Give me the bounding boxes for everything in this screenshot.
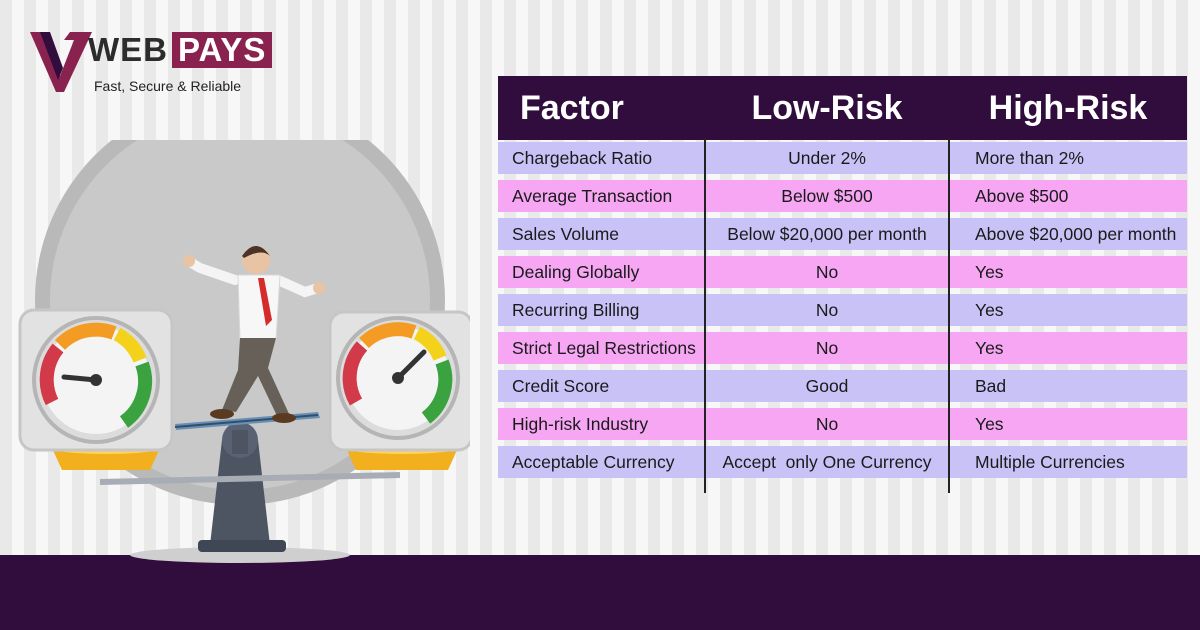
logo-text-pays: PAYS bbox=[172, 32, 273, 68]
low-risk-cell: Good bbox=[805, 375, 849, 396]
high-risk-cell: Yes bbox=[975, 337, 1004, 358]
column-divider bbox=[704, 138, 706, 493]
table-row: Average Transaction Below $500 Above $50… bbox=[498, 180, 1187, 212]
low-risk-cell: No bbox=[815, 261, 839, 282]
right-risk-gauge-icon bbox=[328, 310, 470, 452]
high-risk-cell: Yes bbox=[975, 261, 1004, 282]
factor-cell: Dealing Globally bbox=[512, 261, 640, 282]
risk-balance-illustration bbox=[18, 140, 470, 563]
low-risk-cell: No bbox=[815, 299, 839, 320]
table-row: Acceptable Currency Accept only One Curr… bbox=[498, 446, 1187, 478]
high-risk-cell: Above $20,000 per month bbox=[975, 223, 1177, 244]
table-row: Credit Score Good Bad bbox=[498, 370, 1187, 402]
table-header: Factor Low-Risk High-Risk bbox=[498, 76, 1187, 140]
factor-cell: Chargeback Ratio bbox=[512, 147, 653, 168]
factor-cell: Recurring Billing bbox=[512, 299, 640, 320]
left-risk-gauge-icon bbox=[18, 308, 174, 452]
table-row: Chargeback Ratio Under 2% More than 2% bbox=[498, 142, 1187, 174]
high-risk-cell: Multiple Currencies bbox=[975, 451, 1125, 472]
high-risk-cell: Above $500 bbox=[975, 185, 1069, 206]
table-row: Sales Volume Below $20,000 per month Abo… bbox=[498, 218, 1187, 250]
factor-cell: Strict Legal Restrictions bbox=[512, 337, 696, 358]
table-row: High-risk Industry No Yes bbox=[498, 408, 1187, 440]
high-risk-cell: More than 2% bbox=[975, 147, 1084, 168]
footer-band bbox=[0, 555, 1200, 630]
factor-cell: Acceptable Currency bbox=[512, 451, 675, 472]
logo-text-web: WEB bbox=[88, 31, 168, 68]
low-risk-cell: Accept only One Currency bbox=[722, 451, 932, 472]
header-low-risk: Low-Risk bbox=[751, 88, 903, 127]
low-risk-cell: No bbox=[815, 413, 839, 434]
high-risk-cell: Yes bbox=[975, 299, 1004, 320]
column-divider bbox=[948, 138, 950, 493]
header-high-risk: High-Risk bbox=[988, 88, 1148, 127]
low-risk-cell: Below $20,000 per month bbox=[727, 223, 927, 244]
factor-cell: High-risk Industry bbox=[512, 413, 649, 434]
factor-cell: Credit Score bbox=[512, 375, 610, 396]
table-row: Dealing Globally No Yes bbox=[498, 256, 1187, 288]
factor-cell: Sales Volume bbox=[512, 223, 620, 244]
scale-stand-icon bbox=[99, 422, 401, 552]
high-risk-cell: Yes bbox=[975, 413, 1004, 434]
logo-mark-icon bbox=[30, 32, 92, 92]
table-row: Recurring Billing No Yes bbox=[498, 294, 1187, 326]
low-risk-cell: No bbox=[815, 337, 839, 358]
header-factor: Factor bbox=[520, 88, 624, 127]
table-row: Strict Legal Restrictions No Yes bbox=[498, 332, 1187, 364]
low-risk-cell: Under 2% bbox=[788, 147, 866, 168]
logo-tagline: Fast, Secure & Reliable bbox=[94, 78, 242, 94]
webpays-logo: WEB PAYS Fast, Secure & Reliable bbox=[30, 28, 273, 100]
low-risk-cell: Below $500 bbox=[781, 185, 873, 206]
table-body: Chargeback Ratio Under 2% More than 2% A… bbox=[498, 138, 1187, 493]
risk-comparison-table: Factor Low-Risk High-Risk Chargeback Rat… bbox=[498, 76, 1187, 493]
high-risk-cell: Bad bbox=[975, 375, 1007, 396]
factor-cell: Average Transaction bbox=[512, 185, 673, 206]
businessman-icon bbox=[183, 246, 325, 423]
